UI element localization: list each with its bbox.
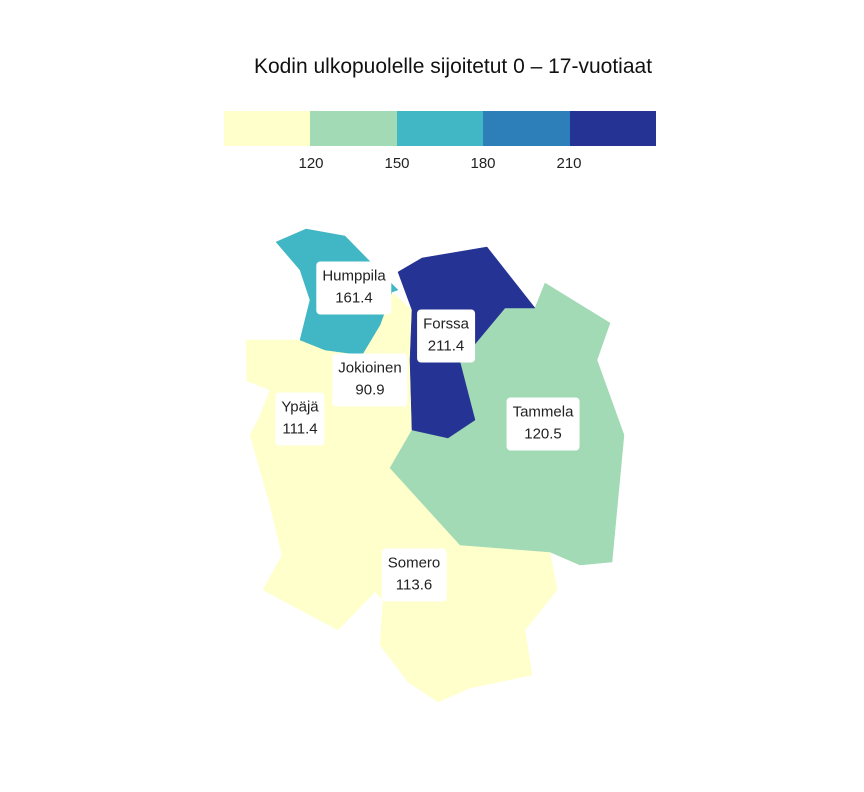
legend-bin-1: [224, 111, 311, 146]
legend-bin-4: [483, 111, 570, 146]
region-value: 161.4: [335, 289, 373, 307]
legend-bin-3: [396, 111, 484, 146]
legend-tick: 150: [384, 155, 410, 172]
region-name: Somero: [387, 554, 441, 572]
region-name: Humppila: [322, 267, 386, 285]
legend-bin-5: [569, 111, 657, 146]
region-label-jokioinen: Jokioinen 90.9: [332, 353, 408, 407]
color-legend: [224, 111, 657, 146]
region-value: 120.5: [524, 425, 562, 443]
legend-tick: 210: [556, 155, 582, 172]
region-name: Ypäjä: [281, 398, 319, 416]
region-label-humppila: Humppila 161.4: [316, 261, 392, 315]
map-title: Kodin ulkopuolelle sijoitetut 0 – 17-vuo…: [253, 55, 653, 78]
region-name: Forssa: [423, 315, 469, 333]
region-value: 211.4: [427, 337, 465, 355]
region-name: Jokioinen: [338, 359, 402, 377]
region-value: 113.6: [395, 576, 433, 594]
region-label-forssa: Forssa 211.4: [417, 309, 475, 363]
region-label-ypaja: Ypäjä 111.4: [275, 392, 325, 446]
region-value: 111.4: [282, 420, 318, 438]
region-value: 90.9: [355, 381, 385, 399]
region-label-tammela: Tammela 120.5: [506, 397, 580, 451]
legend-tick: 180: [470, 155, 496, 172]
legend-tick: 120: [298, 155, 324, 172]
legend-bin-2: [310, 111, 397, 146]
region-name: Tammela: [512, 403, 574, 421]
region-label-somero: Somero 113.6: [381, 548, 447, 602]
